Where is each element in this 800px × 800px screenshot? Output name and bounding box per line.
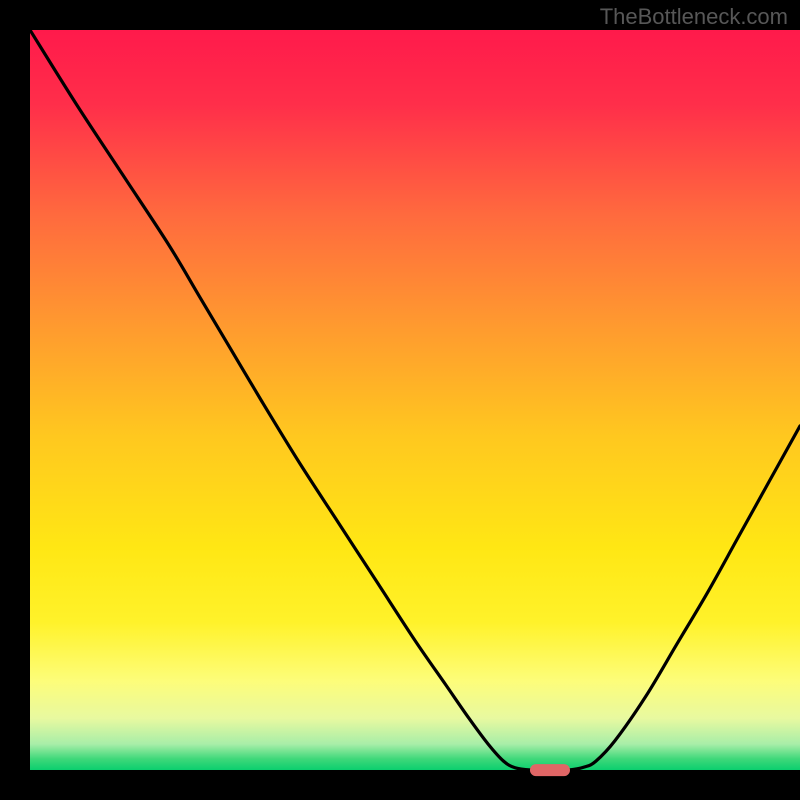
- plot-area: [30, 30, 800, 770]
- bottleneck-curve: [30, 30, 800, 770]
- watermark-text: TheBottleneck.com: [600, 4, 788, 30]
- optimal-marker: [530, 764, 570, 776]
- curve-layer: [30, 30, 800, 770]
